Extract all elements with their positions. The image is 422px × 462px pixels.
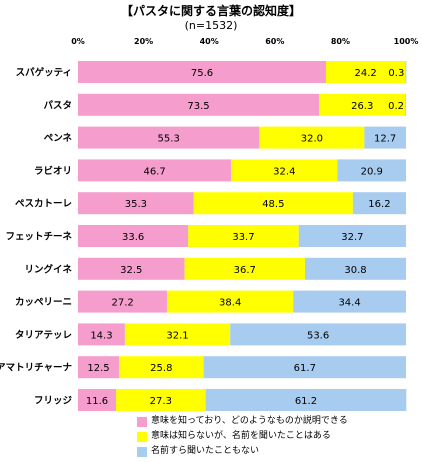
data-label: 27.3 [150, 396, 172, 407]
data-label: 73.5 [187, 101, 209, 112]
bar-segment [405, 61, 407, 83]
bar-segment [231, 159, 338, 182]
data-label: 20.9 [361, 166, 383, 177]
data-label: 0.3 [388, 68, 404, 79]
category-label: パスタ [43, 99, 72, 111]
data-label: 25.8 [150, 363, 172, 374]
data-label: 38.4 [219, 298, 241, 309]
legend-swatch [137, 431, 147, 442]
data-label: 24.2 [355, 68, 377, 79]
data-label: 30.8 [344, 265, 366, 276]
bar-segment [78, 356, 119, 379]
data-label: 35.3 [125, 199, 147, 210]
data-label: 32.1 [166, 330, 188, 341]
x-tick-label: 80% [331, 37, 350, 46]
legend-swatch [137, 446, 147, 457]
bar-segment [203, 356, 406, 379]
category-label: ペンネ [44, 133, 73, 144]
x-tick-label: 40% [200, 37, 219, 46]
bar-segment [78, 323, 125, 346]
legend-label: 意味は知らないが、名前を聞いたことはある [151, 431, 331, 441]
data-label: 53.6 [307, 330, 329, 341]
bar-segment [259, 126, 365, 149]
data-label: 34.4 [338, 298, 360, 309]
data-label: 33.7 [232, 232, 254, 243]
category-label: ラビオリ [34, 165, 72, 177]
bar-segment [304, 257, 406, 280]
bar-segment [298, 225, 406, 247]
data-label: 33.6 [122, 232, 144, 243]
legend-item: 名前すら聞いたこともない [137, 444, 348, 459]
bar-segment [337, 159, 406, 182]
data-label: 75.6 [191, 68, 213, 79]
bar-segment [78, 61, 326, 83]
category-label: フリッジ [34, 396, 73, 407]
bar-segment [325, 61, 406, 83]
bar-segment [184, 257, 305, 280]
data-label: 14.3 [90, 330, 112, 341]
legend-item: 意味は知らないが、名前を聞いたことはある [137, 429, 348, 444]
x-tick-label: 20% [134, 37, 153, 46]
x-tick-label: 0% [71, 37, 85, 46]
bar-segment [78, 159, 232, 182]
chart-subtitle: (n=1532) [184, 19, 238, 32]
data-label: 55.3 [158, 134, 180, 145]
bar-segment [78, 126, 260, 149]
bar-segment [293, 290, 406, 313]
category-label: スパゲッティ [16, 67, 72, 79]
bar-segment [124, 323, 231, 346]
legend-label: 意味を知っており、どのようなものか説明できる [151, 416, 348, 426]
bar-segment [78, 389, 117, 411]
bar-segment [405, 93, 406, 116]
bar-segment [78, 290, 168, 313]
data-label: 48.5 [262, 199, 284, 210]
bar-segment [78, 257, 185, 280]
bar-segment [319, 93, 406, 116]
legend-swatch [137, 416, 147, 427]
data-label: 46.7 [143, 166, 165, 177]
bar-segment [78, 192, 194, 215]
x-tick-label: 60% [265, 37, 284, 46]
data-label: 61.7 [294, 363, 316, 374]
chart-legend: 意味を知っており、どのようなものか説明できる 意味は知らないが、名前を聞いたことは… [137, 414, 348, 459]
bar-segment [188, 225, 299, 247]
bar-segment [230, 323, 406, 346]
category-label: タリアテッレ [15, 329, 72, 341]
bar-segment [205, 389, 407, 411]
x-tick-label: 100% [394, 37, 419, 46]
data-label: 12.5 [87, 363, 109, 374]
data-label: 11.6 [86, 396, 108, 407]
category-label: アマトリチャーナ [0, 363, 72, 374]
bar-segment [78, 225, 189, 247]
data-label: 12.7 [374, 134, 396, 145]
category-label: フェットチーネ [5, 232, 72, 243]
bar-segment [193, 192, 353, 215]
bar-segment [364, 126, 406, 149]
data-label: 32.4 [273, 166, 295, 177]
data-label: 61.2 [295, 396, 317, 407]
legend-item: 意味を知っており、どのようなものか説明できる [137, 414, 348, 429]
category-label: ペスカトーレ [15, 199, 72, 210]
data-label: 16.2 [368, 199, 390, 210]
data-label: 32.7 [341, 232, 363, 243]
data-label: 36.7 [234, 265, 256, 276]
category-label: リングイネ [24, 263, 72, 275]
data-label: 27.2 [111, 298, 133, 309]
chart-title: 【パスタに関する言葉の認知度】 [120, 4, 301, 18]
data-label: 32.0 [301, 134, 323, 145]
data-label: 32.5 [120, 265, 142, 276]
legend-label: 名前すら聞いたこともない [151, 446, 260, 456]
bar-segment [167, 290, 294, 313]
bar-segment [352, 192, 406, 215]
bar-segment [116, 389, 206, 411]
category-label: カッペリーニ [15, 297, 72, 308]
data-label: 26.3 [351, 101, 373, 112]
bar-segment [119, 356, 204, 379]
bar-segment [78, 93, 320, 116]
data-label: 0.2 [388, 101, 404, 112]
